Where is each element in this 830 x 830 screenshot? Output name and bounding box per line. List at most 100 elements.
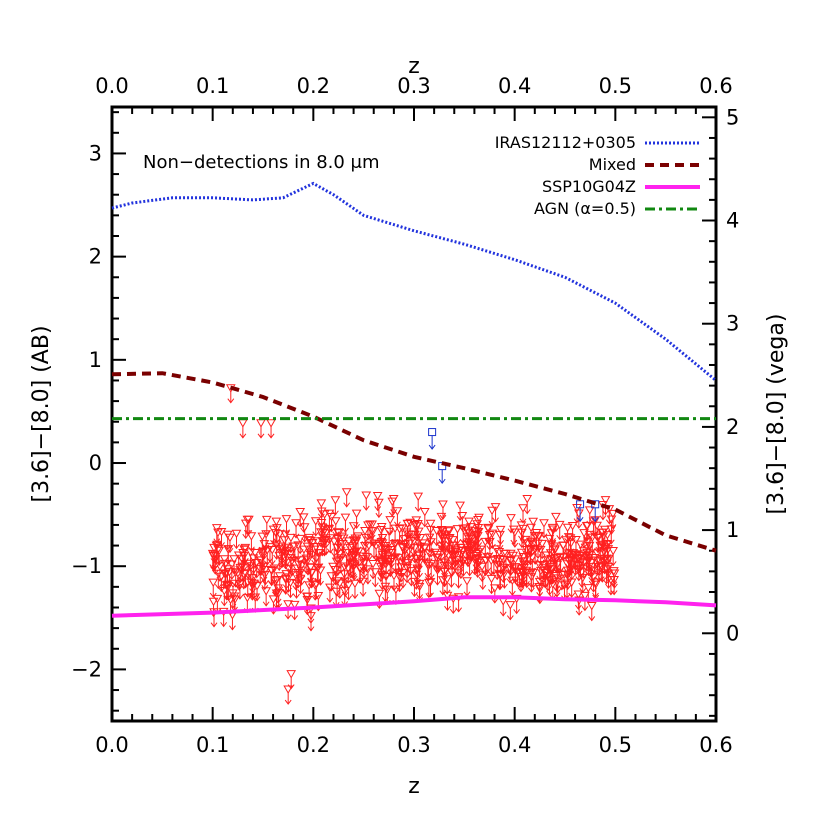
red-upper-limit-point	[551, 512, 561, 533]
y2-tick-label: 5	[726, 105, 739, 129]
red-upper-limit-point	[489, 584, 500, 604]
y2-tick-label: 3	[726, 312, 739, 336]
red-upper-limit-point	[226, 560, 237, 580]
red-upper-limit-point	[313, 563, 324, 584]
red-upper-limit-point	[495, 525, 506, 546]
red-upper-limit-point	[516, 572, 526, 593]
red-upper-limit-point	[413, 492, 424, 512]
red-upper-limit-point	[592, 556, 603, 576]
red-upper-limit-point	[498, 563, 509, 584]
red-upper-limit-point	[299, 523, 310, 543]
red-upper-limit-point	[325, 534, 336, 554]
red-upper-limit-point	[301, 554, 312, 574]
red-upper-limit-point	[576, 550, 587, 570]
red-upper-limit-point	[425, 525, 436, 546]
red-upper-limit-point	[310, 517, 321, 537]
legend-label: Mixed	[589, 155, 636, 174]
red-upper-limit-point	[577, 573, 588, 594]
red-upper-limit-point	[240, 569, 251, 589]
red-upper-limit-point	[462, 577, 472, 597]
red-upper-limit-point	[365, 520, 375, 540]
red-upper-limit-point	[231, 529, 242, 550]
red-upper-limit-point	[402, 519, 413, 540]
red-upper-limit-point	[411, 516, 422, 536]
red-upper-limit-point	[483, 524, 493, 544]
red-upper-limit-point	[279, 536, 290, 556]
red-upper-limit-point	[228, 589, 238, 609]
y-tick-label: −1	[71, 554, 102, 578]
blue-upper-limit-points	[428, 428, 600, 523]
y-axis-title-left: [3.6]−[8.0] (AB)	[29, 325, 54, 502]
x-tick-label: 0.0	[95, 733, 128, 757]
red-upper-limit-point	[487, 529, 498, 549]
red-upper-limit-point	[586, 601, 597, 622]
red-upper-limit-point	[260, 566, 271, 586]
y-axis-title-right: [3.6]−[8.0] (vega)	[764, 314, 789, 515]
red-upper-limit-point	[321, 536, 331, 556]
x-tick-label-top: 0.6	[699, 74, 732, 98]
red-upper-limit-point	[307, 568, 317, 588]
x-tick-label: 0.2	[297, 733, 330, 757]
red-upper-limit-point	[446, 568, 457, 588]
red-upper-limit-point	[437, 576, 448, 596]
red-upper-limit-point	[533, 539, 543, 559]
x-tick-label: 0.1	[196, 733, 229, 757]
x-tick-label-top: 0.1	[196, 74, 229, 98]
red-upper-limit-point	[518, 504, 528, 524]
red-upper-limit-point	[271, 517, 282, 537]
red-upper-limit-point	[372, 491, 383, 512]
red-upper-limit-point	[359, 542, 370, 562]
red-upper-limit-point	[376, 557, 387, 577]
red-upper-limit-point	[368, 560, 378, 580]
red-upper-limit-point	[475, 545, 486, 565]
red-upper-limit-point	[464, 557, 475, 577]
red-upper-limit-point	[461, 540, 472, 560]
red-upper-limit-point	[358, 577, 368, 598]
x-tick-label-top: 0.0	[95, 74, 128, 98]
red-upper-limit-point	[457, 546, 468, 566]
red-upper-limit-point	[255, 556, 265, 576]
legend-label: AGN (α=0.5)	[534, 199, 636, 218]
y2-tick-label: 0	[726, 621, 739, 645]
red-upper-limit-point	[331, 557, 342, 577]
x-tick-label-top: 0.4	[498, 74, 531, 98]
red-upper-limit-point	[223, 545, 234, 565]
y-tick-label: 2	[89, 245, 102, 269]
red-upper-limit-point	[568, 549, 579, 569]
red-upper-limit-point	[593, 532, 604, 552]
red-upper-limit-point	[376, 537, 387, 558]
red-upper-limit-point	[542, 559, 553, 580]
red-upper-limit-point	[283, 564, 294, 585]
y-tick-label: 0	[89, 451, 102, 475]
red-upper-limit-point	[450, 548, 461, 568]
red-upper-limit-point	[213, 528, 223, 548]
x-tick-label: 0.6	[699, 733, 732, 757]
red-upper-limit-point	[486, 556, 497, 577]
red-upper-limit-point	[436, 512, 447, 533]
red-upper-limit-point	[444, 534, 455, 555]
series-line-1	[111, 371, 717, 553]
red-upper-limit-point	[505, 601, 516, 621]
legend-label: IRAS12112+0305	[495, 133, 636, 152]
red-upper-limit-point	[495, 530, 505, 551]
red-upper-limit-point	[554, 520, 565, 541]
red-upper-limit-point	[522, 495, 533, 515]
axis-tick-labels: 0.0 0.0 0.1 0.1 0.2 0.2 0.3 0.3 0.4 0.4 0.5 0.5 0.6 0…	[71, 74, 739, 757]
red-upper-limit-point	[208, 578, 219, 598]
red-upper-limit-point	[506, 514, 516, 534]
red-upper-limit-point	[396, 558, 407, 578]
red-upper-limit-point	[328, 562, 338, 583]
red-upper-limit-point	[599, 555, 610, 575]
red-upper-limit-point	[490, 503, 501, 523]
red-upper-limit-point	[368, 527, 378, 547]
red-upper-limit-point	[341, 488, 352, 508]
red-upper-limit-point	[505, 549, 516, 570]
red-upper-limit-point	[266, 565, 277, 586]
red-upper-limit-point	[438, 500, 448, 520]
red-upper-limit-point	[291, 579, 302, 599]
red-upper-limit-point	[609, 576, 619, 596]
red-upper-limit-point	[332, 534, 343, 555]
red-upper-limit-point	[237, 562, 248, 582]
red-upper-limit-point	[464, 517, 474, 538]
